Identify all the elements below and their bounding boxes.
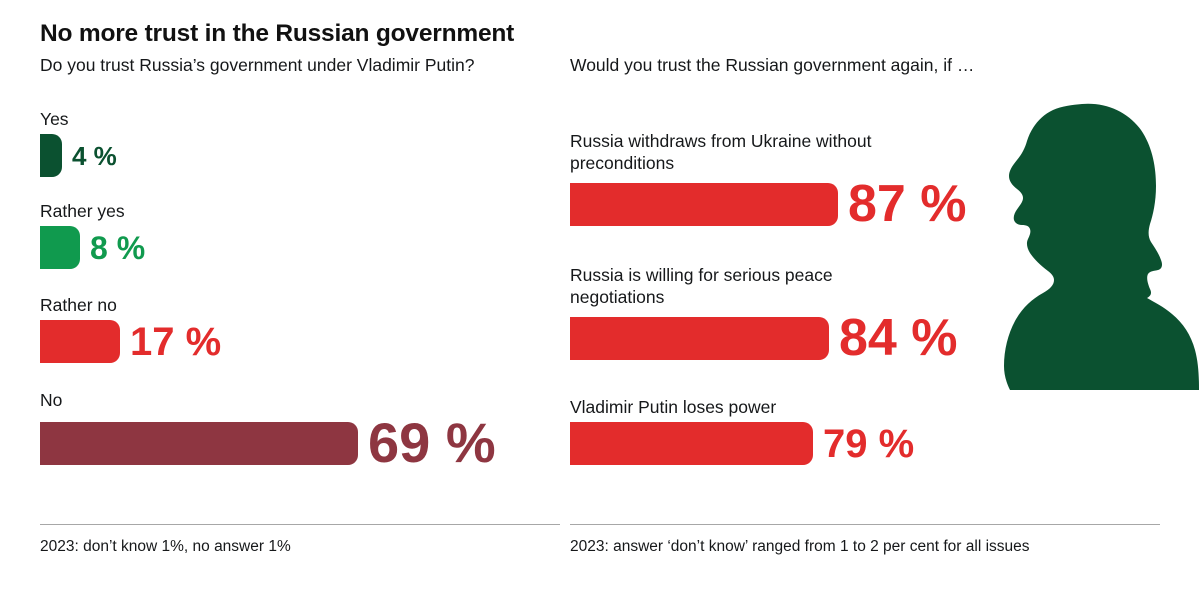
left-bar-group-yes: Yes 4 % bbox=[40, 108, 117, 177]
left-bar-row-rather-no: 17 % bbox=[40, 320, 221, 363]
left-bar-label-yes: Yes bbox=[40, 109, 69, 129]
right-bar-row-negotiations: 84 % bbox=[570, 312, 958, 364]
right-bar-row-loses-power: 79 % bbox=[570, 422, 914, 465]
left-bar-row-rather-yes: 8 % bbox=[40, 226, 145, 269]
left-bar-row-no: 69 % bbox=[40, 415, 496, 471]
right-bar-value-negotiations: 84 % bbox=[839, 309, 958, 367]
left-bar-value-yes: 4 % bbox=[72, 140, 117, 171]
left-bar-label-no: No bbox=[40, 390, 63, 410]
left-bar-group-rather-yes: Rather yes 8 % bbox=[40, 200, 145, 269]
left-bar-group-no: No 69 % bbox=[40, 389, 496, 471]
right-bar-negotiations bbox=[570, 316, 829, 360]
left-bar-rather-yes bbox=[40, 226, 80, 269]
footer-divider-left bbox=[40, 524, 560, 525]
left-bar-label-rather-no: Rather no bbox=[40, 295, 117, 315]
right-chart-question: Would you trust the Russian government a… bbox=[570, 55, 975, 75]
left-bar-value-rather-yes: 8 % bbox=[90, 229, 146, 266]
left-bar-value-no: 69 % bbox=[368, 411, 496, 474]
right-bar-row-withdraw: 87 % bbox=[570, 178, 967, 230]
left-bar-label-rather-yes: Rather yes bbox=[40, 201, 125, 221]
right-bar-label-loses-power: Vladimir Putin loses power bbox=[570, 397, 777, 417]
page-title: No more trust in the Russian government bbox=[40, 20, 515, 47]
right-bar-value-loses-power: 79 % bbox=[823, 421, 915, 466]
left-bar-value-rather-no: 17 % bbox=[130, 319, 222, 364]
footnote-left: 2023: don’t know 1%, no answer 1% bbox=[40, 538, 291, 555]
right-bar-label-negotiations: Russia is willing for serious peace nego… bbox=[570, 265, 833, 307]
right-bar-group-withdraw: Russia withdraws from Ukraine without pr… bbox=[570, 130, 967, 230]
left-bar-no bbox=[40, 421, 358, 465]
right-bar-group-negotiations: Russia is willing for serious peace nego… bbox=[570, 264, 958, 364]
right-bar-label-withdraw: Russia withdraws from Ukraine without pr… bbox=[570, 131, 872, 173]
left-bar-group-rather-no: Rather no 17 % bbox=[40, 294, 221, 363]
left-bar-rather-no bbox=[40, 320, 120, 363]
putin-profile-silhouette-icon bbox=[978, 102, 1200, 390]
right-bar-withdraw bbox=[570, 182, 838, 226]
left-chart-question: Do you trust Russia’s government under V… bbox=[40, 55, 475, 75]
left-bar-row-yes: 4 % bbox=[40, 134, 117, 177]
footnote-right: 2023: answer ‘don’t know’ ranged from 1 … bbox=[570, 538, 1030, 555]
right-bar-value-withdraw: 87 % bbox=[848, 175, 967, 233]
left-bar-yes bbox=[40, 134, 62, 177]
footer-divider-right bbox=[570, 524, 1160, 525]
right-bar-group-loses-power: Vladimir Putin loses power 79 % bbox=[570, 396, 914, 465]
right-bar-loses-power bbox=[570, 422, 813, 465]
